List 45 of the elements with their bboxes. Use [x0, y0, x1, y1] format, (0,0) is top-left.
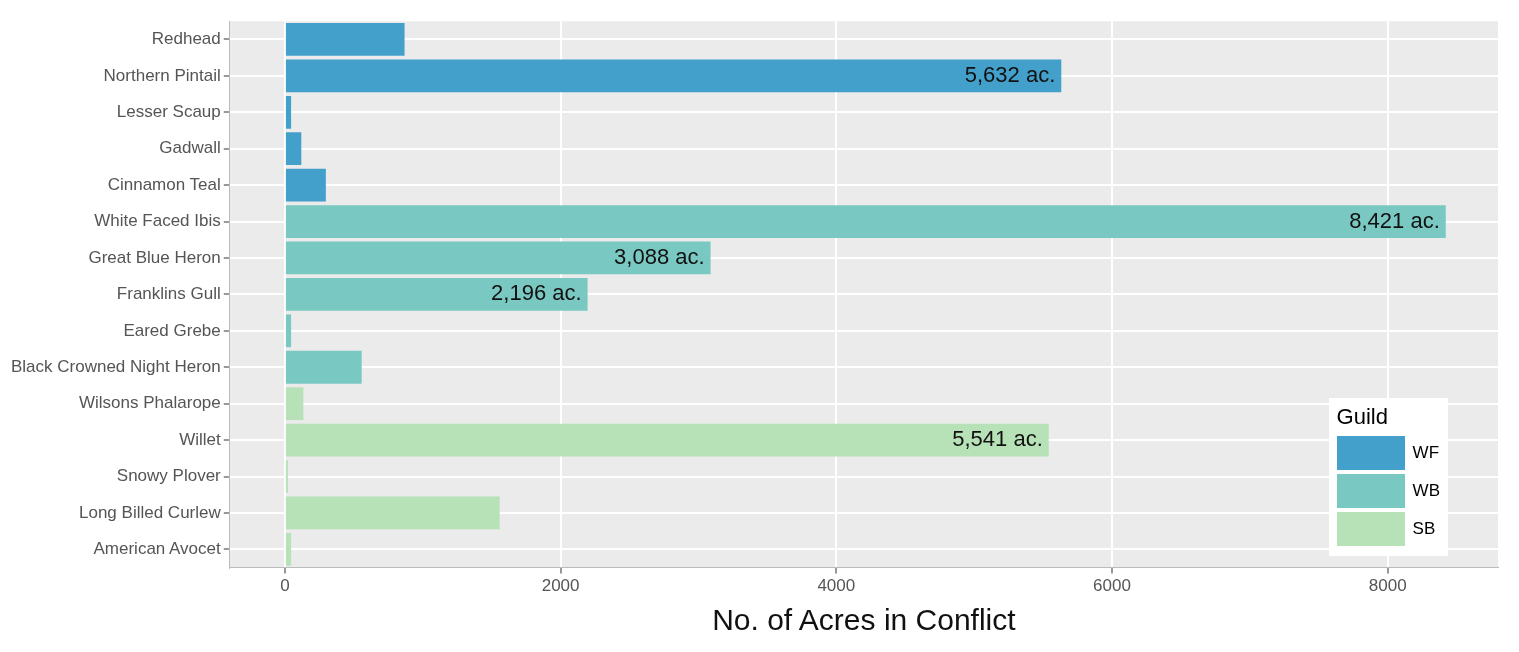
bar — [285, 132, 302, 166]
data-label: 5,541 ac. — [952, 426, 1043, 452]
legend-label: WF — [1412, 443, 1440, 463]
y-tick-label: Eared Grebe — [123, 320, 221, 340]
bar — [285, 168, 326, 202]
x-tick-label: 6000 — [1093, 576, 1131, 596]
y-tick-label: Wilsons Phalarope — [79, 393, 221, 413]
bar — [285, 95, 292, 129]
bar — [285, 496, 500, 530]
legend-label: WB — [1412, 481, 1440, 501]
data-label: 5,632 ac. — [964, 61, 1056, 87]
bar — [285, 23, 405, 56]
bar — [285, 278, 588, 311]
bar — [285, 387, 304, 421]
bar — [285, 423, 1049, 457]
y-tick-label: Snowy Plover — [116, 466, 222, 486]
legend-label: SB — [1412, 519, 1436, 539]
y-tick-label: American Avocet — [93, 539, 222, 559]
bar — [285, 314, 292, 348]
x-tick-label: 8000 — [1368, 576, 1407, 596]
y-tick-label: Gadwall — [159, 138, 221, 158]
x-axis-title: No. of Acres in Conflict — [712, 603, 1017, 637]
y-tick-label: Black Crowned Night Heron — [11, 356, 221, 376]
bar — [285, 460, 288, 493]
data-label: 2,196 ac. — [491, 280, 582, 306]
legend-title: Guild — [1336, 404, 1389, 430]
bar — [285, 59, 1062, 93]
data-label: 3,088 ac. — [614, 244, 705, 270]
x-tick-label: 4000 — [817, 576, 856, 596]
y-tick-label: Long Billed Curlew — [79, 502, 222, 522]
y-tick-label: Franklins Gull — [116, 284, 221, 304]
y-tick-label: Great Blue Heron — [88, 247, 221, 267]
x-tick-label: 2000 — [541, 576, 580, 596]
y-tick-label: Lesser Scaup — [116, 101, 221, 121]
bar — [285, 205, 1446, 238]
y-tick-label: Willet — [179, 429, 222, 449]
bar — [285, 241, 711, 275]
y-tick-label: White Faced Ibis — [94, 211, 221, 231]
data-label: 8,421 ac. — [1349, 207, 1440, 233]
y-tick-label: Cinnamon Teal — [107, 174, 221, 194]
bar — [285, 350, 362, 384]
y-tick-label: Northern Pintail — [103, 65, 221, 85]
bar — [285, 533, 292, 566]
x-tick-label: 0 — [280, 576, 290, 596]
y-tick-label: Redhead — [151, 29, 221, 49]
